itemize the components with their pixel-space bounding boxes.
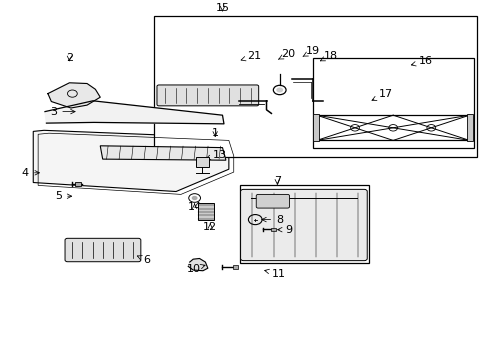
FancyBboxPatch shape <box>157 85 258 106</box>
Text: 2: 2 <box>66 53 73 63</box>
Text: 15: 15 <box>215 3 229 13</box>
Text: 7: 7 <box>273 176 280 186</box>
Text: 4: 4 <box>22 168 40 178</box>
Text: 1: 1 <box>211 128 218 138</box>
Text: 21: 21 <box>241 51 261 61</box>
Text: 11: 11 <box>264 269 285 279</box>
Text: 5: 5 <box>55 191 72 201</box>
Polygon shape <box>48 83 100 108</box>
Polygon shape <box>100 146 225 160</box>
Polygon shape <box>188 258 207 271</box>
Bar <box>312 58 473 148</box>
Bar <box>467 114 472 141</box>
Bar <box>239 185 368 263</box>
Bar <box>232 265 237 269</box>
FancyBboxPatch shape <box>240 189 366 261</box>
Text: 3: 3 <box>50 107 75 117</box>
Circle shape <box>191 196 197 200</box>
Bar <box>312 114 318 141</box>
Text: 12: 12 <box>203 222 217 232</box>
Polygon shape <box>45 101 224 124</box>
Text: 9: 9 <box>277 225 291 235</box>
Text: 14: 14 <box>187 202 201 212</box>
Text: 10: 10 <box>186 264 204 274</box>
Text: 18: 18 <box>320 51 337 61</box>
Bar <box>154 16 476 157</box>
Bar <box>198 203 213 220</box>
Bar <box>195 157 209 167</box>
FancyBboxPatch shape <box>256 194 289 208</box>
Bar <box>75 182 81 186</box>
FancyBboxPatch shape <box>65 238 141 262</box>
Text: 20: 20 <box>278 49 295 59</box>
Text: 16: 16 <box>410 56 431 66</box>
Text: 6: 6 <box>137 255 150 265</box>
Bar <box>270 228 275 231</box>
Text: 13: 13 <box>205 150 226 160</box>
Polygon shape <box>33 130 228 192</box>
Text: 8: 8 <box>261 215 283 225</box>
Text: 19: 19 <box>303 46 319 56</box>
Circle shape <box>276 87 283 93</box>
Text: 17: 17 <box>371 89 392 100</box>
